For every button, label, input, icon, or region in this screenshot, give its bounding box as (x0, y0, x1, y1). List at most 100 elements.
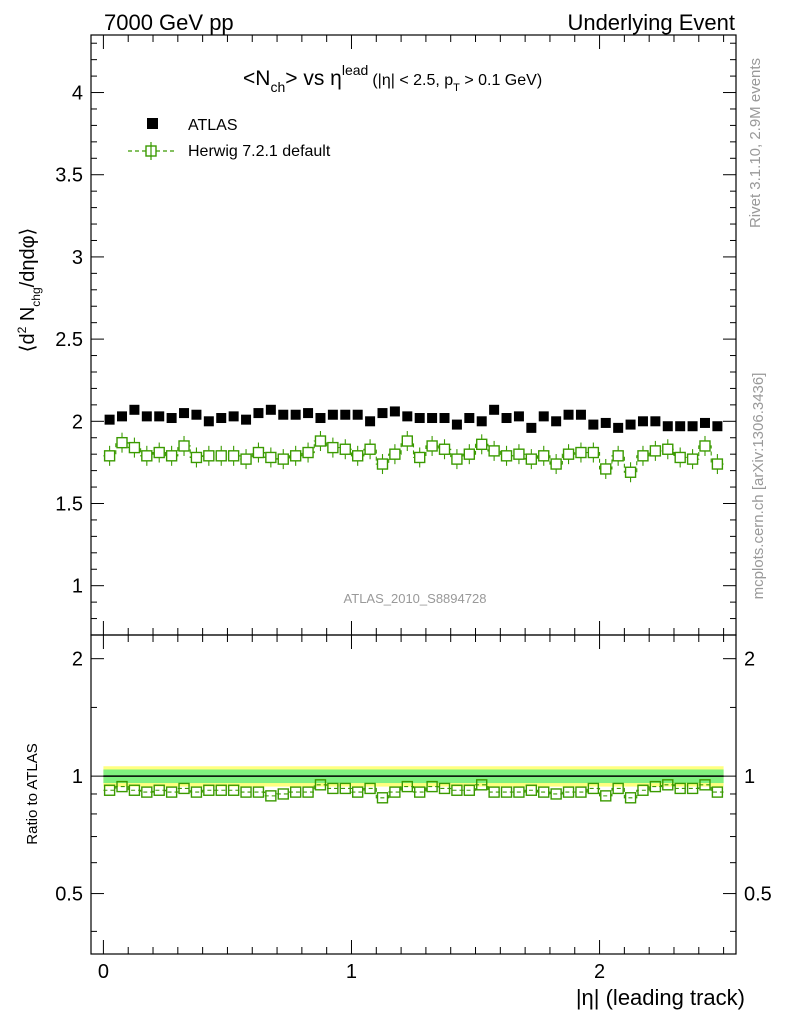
atlas-point (402, 411, 413, 422)
main-y-tick-label: 2 (72, 411, 83, 433)
header-right: Underlying Event (567, 10, 735, 35)
atlas-point (699, 417, 710, 428)
ratio-frame (90, 634, 737, 955)
ratio-point (128, 784, 141, 796)
atlas-point (216, 413, 227, 424)
herwig-point (637, 450, 649, 462)
herwig-point (153, 446, 165, 459)
ratio-point (414, 786, 426, 798)
atlas-point (501, 413, 512, 424)
ratio-x-ticks: 0 1 2 (98, 635, 725, 983)
header-left: 7000 GeV pp (104, 10, 234, 35)
ratio-y-tick-label-right: 2 (744, 649, 755, 671)
atlas-point (675, 421, 686, 432)
atlas-point (575, 409, 586, 420)
ratio-point (488, 786, 500, 798)
atlas-point (588, 419, 599, 430)
ratio-series-line (103, 784, 724, 799)
x-tick-label: 0 (98, 961, 109, 983)
herwig-point (339, 443, 351, 455)
ratio-point (699, 779, 711, 791)
ratio-point (116, 780, 128, 793)
atlas-point (625, 419, 636, 430)
herwig-point (215, 450, 227, 462)
herwig-point (265, 451, 277, 464)
ratio-y-tick-label-right: 1 (744, 766, 755, 788)
ratio-point (674, 782, 686, 795)
ratio-y-tick-label-right: 0.5 (744, 884, 772, 906)
ratio-point (364, 782, 376, 795)
atlas-point (464, 413, 475, 424)
ratio-point (227, 784, 240, 796)
atlas-point (526, 422, 537, 433)
herwig-point (699, 440, 711, 452)
ratio-point (103, 784, 116, 796)
x-axis-label: |η| (leading track) (576, 985, 745, 1010)
ratio-point (401, 780, 413, 793)
ratio-point (215, 784, 227, 796)
herwig-point (674, 451, 686, 464)
ratio-point (153, 784, 165, 796)
atlas-point (166, 413, 177, 424)
main-y-tick-label: 3.5 (55, 165, 83, 187)
main-y-ticks: 1 1.5 2 2.5 3 3.5 4 (55, 42, 736, 636)
atlas-point (278, 409, 289, 420)
atlas-point (451, 419, 462, 430)
herwig-point (476, 438, 488, 451)
atlas-point (315, 413, 326, 424)
herwig-point (426, 440, 438, 452)
ratio-point (476, 779, 488, 791)
atlas-point (489, 404, 500, 415)
atlas-point (712, 421, 723, 432)
herwig-point (277, 453, 289, 465)
ratio-point (190, 786, 203, 798)
ratio-point (165, 786, 178, 798)
ratio-point (203, 784, 215, 796)
atlas-point (538, 411, 549, 422)
herwig-point (525, 453, 538, 465)
ratio-point (500, 786, 513, 798)
analysis-watermark: ATLAS_2010_S8894728 (344, 591, 487, 606)
ratio-point (662, 779, 674, 791)
ratio-point (389, 786, 401, 798)
ratio-point (426, 780, 438, 793)
herwig-point (389, 448, 401, 460)
herwig-point (240, 453, 252, 465)
ratio-uncertainty-bands (103, 766, 724, 787)
herwig-point (587, 446, 600, 459)
ratio-point (612, 782, 624, 795)
herwig-point (562, 448, 575, 460)
ratio-point (327, 782, 339, 795)
atlas-point (613, 422, 624, 433)
herwig-point (600, 463, 612, 475)
atlas-point (662, 421, 673, 432)
ratio-point (451, 784, 463, 796)
atlas-point (327, 409, 338, 420)
herwig-point (612, 450, 624, 462)
main-panel: 1 1.5 2 2.5 3 3.5 4 (55, 34, 737, 636)
ratio-point (686, 782, 699, 795)
herwig-point (463, 448, 476, 460)
herwig-point (103, 450, 116, 462)
herwig-point (686, 453, 699, 465)
atlas-point (650, 416, 661, 427)
atlas-point (129, 404, 140, 415)
ratio-point (538, 786, 550, 798)
ratio-y-ticks: 0.5 0.5 1 1 2 2 (55, 649, 772, 932)
ratio-y-tick-label: 0.5 (55, 884, 83, 906)
ratio-y-tick-label: 2 (72, 649, 83, 671)
herwig-point (128, 441, 141, 454)
atlas-point (203, 416, 214, 427)
atlas-point (513, 411, 524, 422)
ratio-point (277, 788, 289, 800)
herwig-point (711, 458, 724, 470)
main-x-ticks (102, 35, 725, 635)
herwig-point (351, 450, 364, 462)
herwig-point (488, 445, 500, 457)
main-y-tick-label: 4 (72, 83, 83, 105)
main-y-axis-label: ⟨d2 Nchg/dηdφ⟩ (15, 228, 43, 353)
herwig-point (252, 446, 265, 459)
ratio-point (438, 782, 451, 795)
ratio-point (525, 784, 538, 796)
legend-atlas-marker (147, 118, 158, 129)
